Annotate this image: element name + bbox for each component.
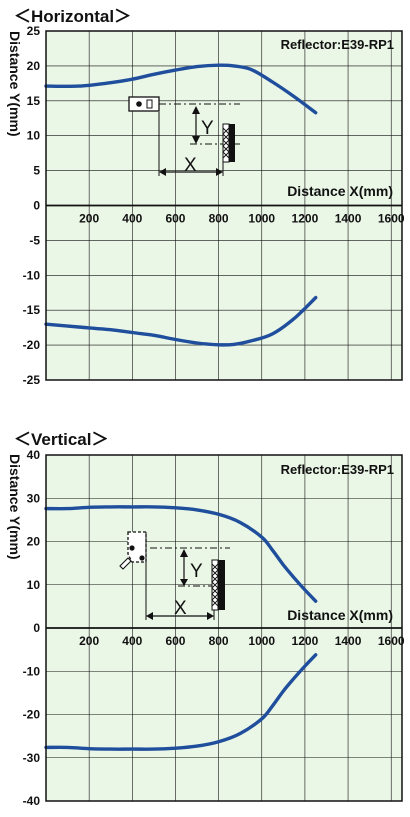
y-tick-label: 10 — [27, 578, 41, 592]
y-axis-label: Distance Y(mm) — [7, 454, 23, 560]
sensor-lens-icon — [129, 545, 135, 551]
x-tick-label: 1600 — [378, 212, 405, 226]
plot-frame — [45, 454, 403, 802]
y-tick-label: -20 — [23, 338, 41, 352]
x-tick-label: 600 — [165, 634, 185, 648]
x-tick-label: 400 — [122, 212, 142, 226]
x-tick-label: 200 — [79, 634, 99, 648]
y-tick-label: 0 — [33, 199, 40, 213]
lower-boundary-curve — [44, 653, 318, 751]
sensor-setup-diagram: Y X — [119, 531, 230, 620]
y-axis-label: Distance Y(mm) — [7, 31, 23, 137]
reflector-hatch-icon — [222, 127, 230, 159]
dimension-y-label: Y — [201, 118, 214, 139]
y-dimension-arrows — [180, 549, 188, 586]
sensor-body — [128, 96, 160, 112]
sensor-lens-icon-2 — [139, 555, 145, 561]
upper-boundary-curve — [44, 505, 318, 603]
chart-title: ＜Vertical＞ — [14, 430, 109, 449]
x-tick-label: 600 — [165, 212, 185, 226]
reflector-hatch-icon — [211, 563, 219, 607]
chart-title: ＜Horizontal＞ — [14, 7, 131, 26]
reflector-annotation: Reflector:E39-RP1 — [281, 462, 394, 477]
plot-frame — [45, 30, 403, 381]
lower-boundary-curve — [44, 295, 318, 347]
horizontal-chart: ＜Horizontal＞ 200 400 600 800 1000 1200 1400 160… — [7, 7, 405, 387]
y-tick-label: 25 — [27, 24, 41, 38]
sensor-window-icon — [146, 99, 153, 109]
reflector-annotation: Reflector:E39-RP1 — [281, 37, 394, 52]
reflector-back — [218, 560, 225, 610]
dimension-x-label: X — [174, 598, 187, 619]
x-tick-label: 800 — [209, 634, 229, 648]
y-tick-label: 15 — [27, 94, 41, 108]
x-tick-label: 1400 — [335, 634, 362, 648]
dimension-x-label: X — [184, 155, 197, 176]
x-tick-label: 200 — [79, 212, 99, 226]
upper-boundary-curve — [44, 63, 318, 115]
sensor-cable-icon — [119, 557, 132, 570]
y-tick-label: 40 — [27, 448, 41, 462]
x-dimension-arrows — [146, 612, 214, 620]
y-tick-label: 20 — [27, 535, 41, 549]
y-tick-label: 20 — [27, 59, 41, 73]
y-dimension-arrows — [192, 106, 200, 144]
sensor-lens-icon — [136, 101, 142, 107]
x-tick-label: 1600 — [378, 634, 405, 648]
x-tick-label: 1200 — [292, 634, 319, 648]
y-tick-label: -25 — [23, 373, 41, 387]
curves — [44, 63, 318, 347]
axes: 200 400 600 800 1000 1200 1400 1600 40 30 20 10 0 -10… — [23, 448, 405, 808]
y-tick-label: 0 — [33, 621, 40, 635]
sensor-body — [127, 531, 147, 563]
dimension-y-label: Y — [190, 561, 203, 582]
vertical-chart: ＜Vertical＞ 200 400 600 800 1000 1200 1400 16004… — [7, 430, 405, 808]
y-tick-label: -10 — [23, 664, 41, 678]
curves — [44, 505, 318, 751]
y-tick-label: 30 — [27, 491, 41, 505]
x-tick-label: 1000 — [248, 634, 275, 648]
x-tick-label: 800 — [209, 212, 229, 226]
x-tick-label: 1400 — [335, 212, 362, 226]
reflector-back — [229, 124, 235, 162]
x-tick-label: 400 — [122, 634, 142, 648]
y-tick-label: 10 — [27, 129, 41, 143]
y-tick-label: -10 — [23, 268, 41, 282]
y-tick-label: -40 — [23, 794, 41, 808]
y-tick-label: 5 — [33, 164, 40, 178]
axes: 200 400 600 800 1000 1200 1400 1600 25 20 15 10 5 0 -5… — [23, 24, 405, 387]
x-tick-label: 1000 — [248, 212, 275, 226]
y-tick-label: -5 — [29, 233, 40, 247]
x-axis-label: Distance X(mm) — [287, 607, 393, 623]
sensor-setup-diagram: Y X — [128, 96, 240, 176]
x-dimension-arrows — [159, 168, 223, 176]
y-tick-label: -30 — [23, 751, 41, 765]
y-tick-label: -15 — [23, 303, 41, 317]
x-axis-label: Distance X(mm) — [287, 183, 393, 199]
x-tick-label: 1200 — [292, 212, 319, 226]
y-tick-label: -20 — [23, 708, 41, 722]
